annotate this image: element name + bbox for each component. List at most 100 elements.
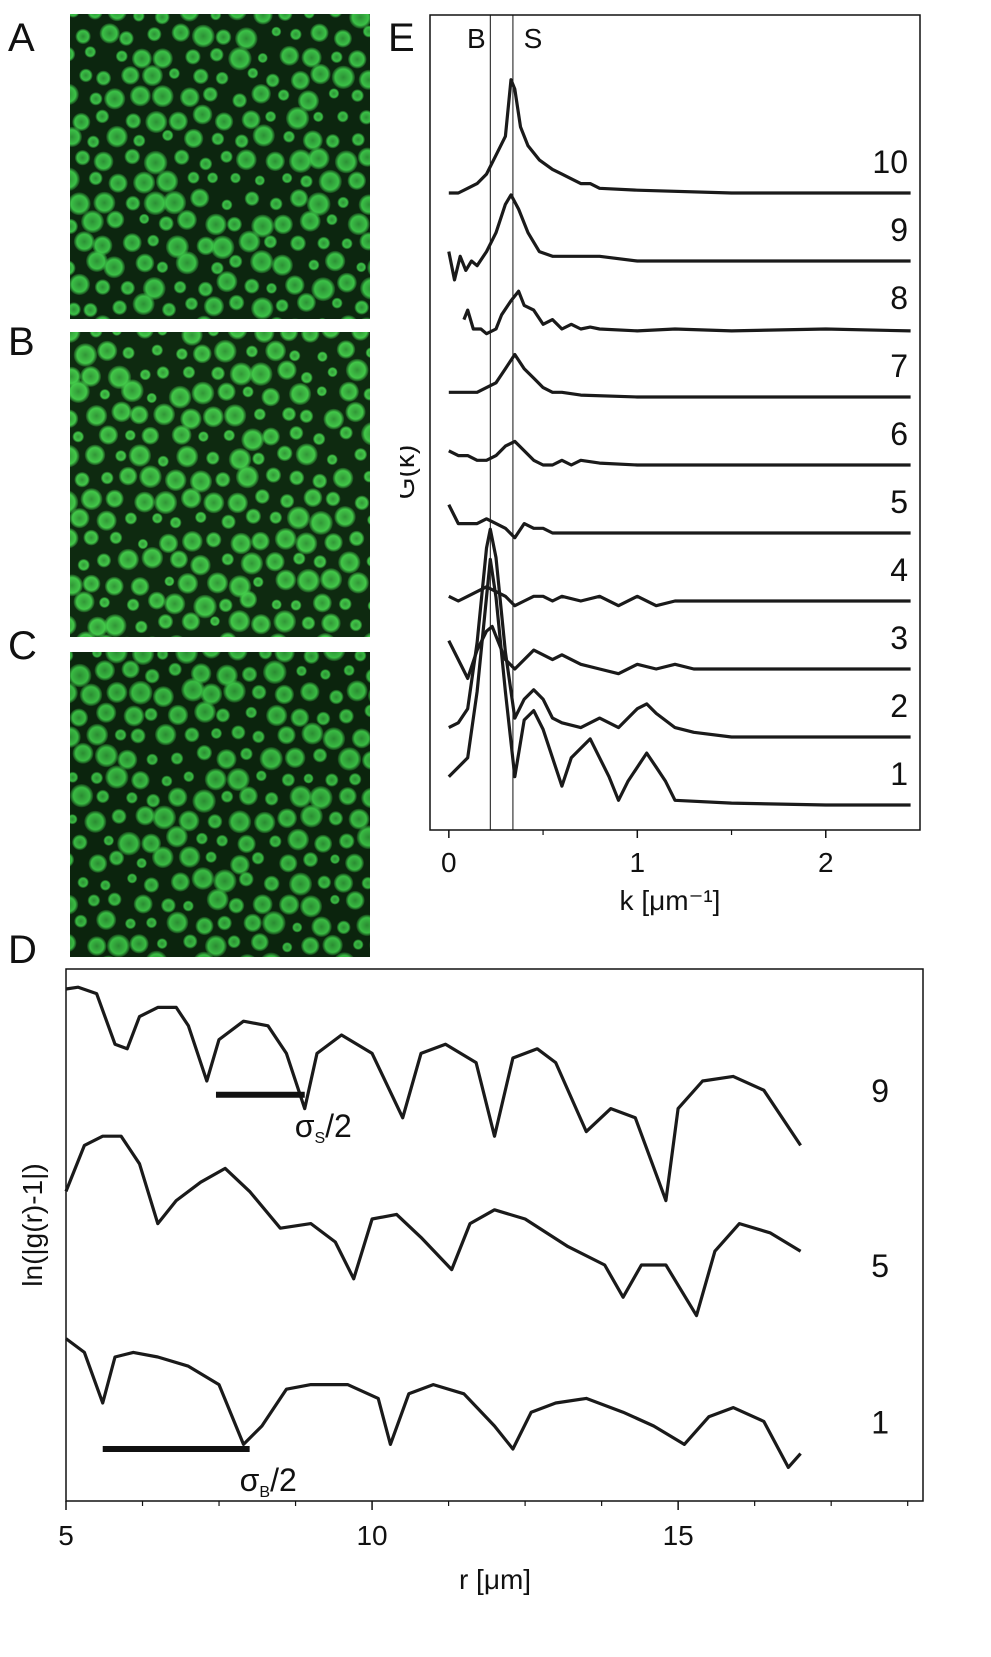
droplet [303,652,320,664]
droplet [367,259,370,276]
droplet [292,922,303,933]
droplet [312,593,332,613]
droplet [88,171,103,186]
droplet [312,432,326,446]
droplet [228,448,252,471]
droplet [367,601,370,611]
series-label-1: 1 [871,1404,889,1440]
series-label-7: 7 [890,348,908,384]
x-tick-label-e: 1 [630,847,646,878]
droplet [70,192,91,216]
droplet [70,273,91,296]
droplet [213,869,237,893]
series-line-9 [447,193,911,282]
droplet [255,770,267,782]
droplet [253,811,276,834]
droplet [196,236,216,256]
droplet [275,569,297,591]
droplet [70,682,78,704]
droplet [131,48,152,69]
droplet [122,233,142,253]
droplet [153,403,176,426]
droplet [351,132,365,147]
droplet [70,332,81,343]
droplet [70,508,90,529]
droplet [170,634,183,637]
droplet [70,126,82,147]
droplet [359,232,370,251]
droplet [185,49,201,65]
droplet [181,332,203,346]
droplet [70,302,81,317]
droplet [195,511,207,524]
droplet [326,454,338,466]
droplet [278,894,300,915]
droplet [295,443,318,466]
droplet [197,281,214,297]
droplet [306,192,331,217]
droplet [70,444,80,468]
droplet [296,292,316,312]
droplet [274,527,297,550]
droplet [165,825,188,848]
droplet [201,652,221,659]
droplet [369,941,370,949]
droplet [189,470,213,493]
droplet [168,385,192,409]
droplet [228,610,251,633]
droplet [323,408,345,430]
droplet [367,689,370,702]
scale-bar-label-s: σS/2 [295,1108,352,1147]
droplet [211,366,225,381]
droplet [345,853,364,873]
droplet [80,488,103,511]
droplet [180,408,202,430]
droplet [348,530,365,547]
droplet [264,791,279,806]
droplet [209,616,220,627]
droplet [249,362,273,386]
series-line-2 [448,527,911,739]
series-line-7 [448,352,911,399]
droplet [70,380,90,403]
droplet [183,771,195,783]
droplet [117,749,138,770]
droplet [133,134,146,147]
droplet [333,29,352,48]
droplet [93,191,116,214]
droplet [241,110,261,130]
droplet [175,251,199,275]
droplet [89,92,103,106]
droplet [232,93,248,108]
droplet [162,190,187,215]
droplet [347,572,370,594]
droplet [167,787,188,808]
droplet [359,110,370,125]
droplet [100,879,111,891]
droplet [125,195,141,211]
droplet [152,805,177,830]
droplet [328,811,344,826]
droplet [164,593,186,615]
droplet [227,492,249,514]
droplet [204,935,227,957]
droplet [330,51,343,64]
droplet [356,825,370,850]
droplet [244,191,260,207]
droplet [207,172,219,184]
droplet [327,367,338,378]
series-label-9: 9 [871,1073,889,1109]
droplet [362,25,370,38]
droplet [152,686,174,708]
droplet [242,386,254,398]
series-line-1 [447,557,911,807]
droplet [282,942,293,953]
series-line-1 [65,1337,802,1469]
droplet [273,214,293,235]
droplet [356,262,367,273]
droplet [70,726,81,748]
droplet [333,873,354,893]
droplet [96,553,112,568]
droplet [221,553,234,566]
droplet [168,662,182,677]
